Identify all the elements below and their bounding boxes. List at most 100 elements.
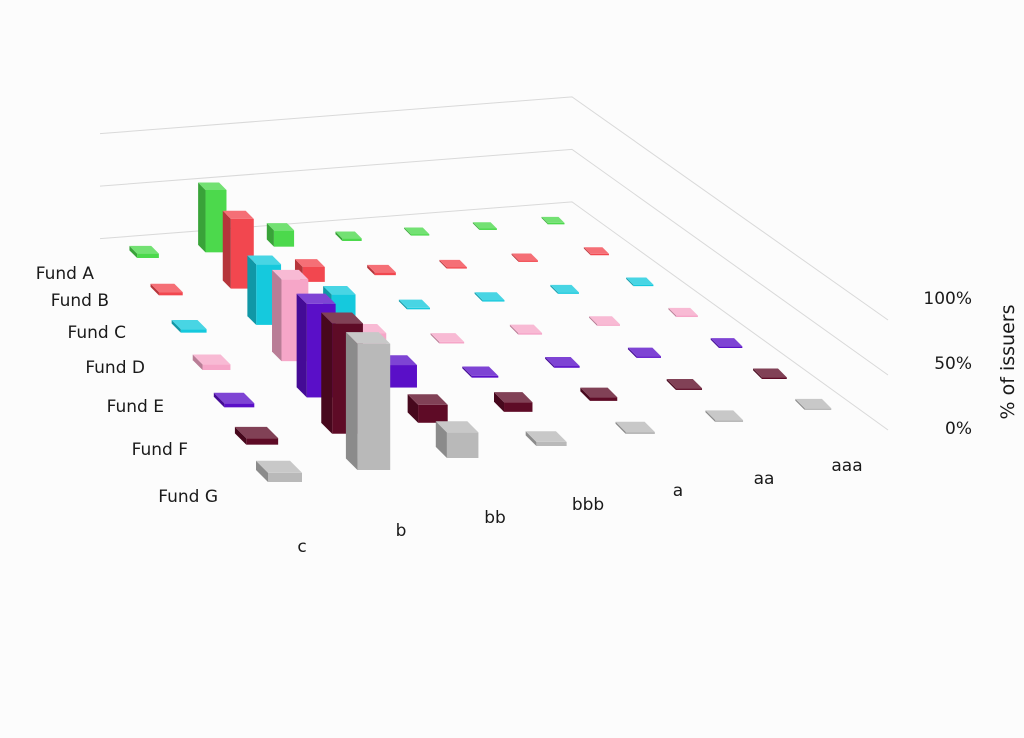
bar-side [795, 398, 805, 410]
bar-top [710, 338, 743, 347]
bar-front [418, 404, 448, 423]
bar-fund-a-aaa [541, 216, 565, 225]
bar-side [545, 357, 555, 368]
bar-fund-e-aa [627, 347, 661, 358]
bar-fund-g-a [615, 421, 655, 434]
bar-front [636, 356, 661, 358]
bar-fund-b-a [439, 259, 467, 269]
category-label: bb [484, 508, 506, 528]
bar-top [213, 392, 255, 404]
bar-side [509, 324, 519, 335]
bar-top [404, 227, 430, 235]
bar-top [666, 378, 703, 389]
bar-side [583, 247, 591, 255]
bar-fund-g-b [345, 332, 391, 470]
bar-top [192, 354, 231, 365]
bar-front [518, 333, 543, 335]
bar-top [511, 253, 538, 261]
bar-front [331, 294, 356, 318]
category-label: aaa [831, 456, 862, 476]
bar-fund-f-a [580, 387, 618, 401]
bar-top [668, 307, 698, 316]
bar-side [472, 222, 480, 230]
grid-line-100 [99, 96, 889, 321]
fund-label: Fund B [51, 291, 109, 311]
bar-top [266, 223, 295, 231]
bar-top [345, 332, 391, 344]
bar-side [541, 216, 548, 224]
bar-side [705, 410, 716, 422]
bar-top [335, 231, 362, 239]
bar-front [554, 366, 580, 368]
grid-line-50 [99, 148, 889, 376]
bar-top [439, 259, 467, 268]
bar-top [367, 264, 396, 273]
bar-fund-d-c [192, 354, 231, 370]
category-label: bbb [572, 495, 604, 515]
bar-side [296, 293, 307, 398]
bar-side [439, 259, 447, 269]
z-tick-label: 100% [923, 289, 972, 309]
bar-top [435, 421, 479, 433]
bar-side [247, 255, 257, 325]
bar-fund-a-bb [266, 223, 295, 247]
bar-side [150, 283, 159, 296]
bar-side [753, 368, 762, 379]
bar-top [256, 460, 302, 473]
bar-fund-d-bbb [430, 333, 465, 344]
bar-side [272, 269, 282, 362]
bar-side [129, 245, 138, 258]
bar-side [589, 316, 598, 326]
bar-top [222, 210, 254, 219]
bar-front [718, 346, 743, 348]
bar-side [321, 312, 333, 434]
bar-fund-g-aa [705, 410, 744, 422]
bar-fund-e-aaa [710, 338, 743, 348]
bar-front [246, 438, 279, 445]
bar-front [597, 324, 620, 326]
bar-top [472, 222, 497, 229]
bar-top [234, 426, 279, 439]
bar-fund-g-c [256, 460, 302, 482]
bar-side [493, 392, 505, 412]
bar-top [150, 283, 183, 293]
bar-top [545, 357, 580, 367]
bar-side [367, 264, 375, 276]
bar-top [407, 394, 448, 405]
bar-front [676, 315, 698, 318]
bar-fund-g-bb [435, 421, 479, 458]
bar-top [550, 284, 579, 293]
bar-fund-a-a [404, 227, 430, 236]
bar-front [302, 266, 325, 282]
bar-top [705, 410, 744, 421]
bar-side [398, 299, 408, 310]
bar-front [633, 284, 654, 287]
bar-front [590, 253, 609, 256]
bar-top [296, 293, 336, 304]
bar-side [430, 333, 440, 344]
fund-label: Fund G [158, 487, 218, 507]
bar-top [627, 347, 661, 357]
bar-fund-c-aa [550, 284, 579, 294]
bar-side [666, 378, 676, 390]
bar-fund-c-c [171, 320, 207, 333]
bar-front [374, 272, 396, 276]
bar-front [804, 408, 832, 410]
bar-top [541, 216, 565, 223]
bar-top [247, 255, 282, 265]
bar-front [273, 230, 295, 247]
bar-fund-c-aaa [626, 277, 654, 287]
bar-side [511, 253, 519, 262]
bar-top [321, 312, 363, 324]
bar-front [504, 402, 533, 412]
bar-top [272, 269, 309, 280]
bar-side [192, 354, 203, 370]
bar-fund-g-aaa [795, 398, 832, 410]
bar-fund-d-aa [589, 316, 620, 326]
bar-side [615, 421, 626, 434]
bar-front [536, 441, 567, 446]
bar-side [668, 307, 677, 317]
bar-fund-d-aaa [668, 307, 698, 318]
bar-side [198, 182, 206, 253]
